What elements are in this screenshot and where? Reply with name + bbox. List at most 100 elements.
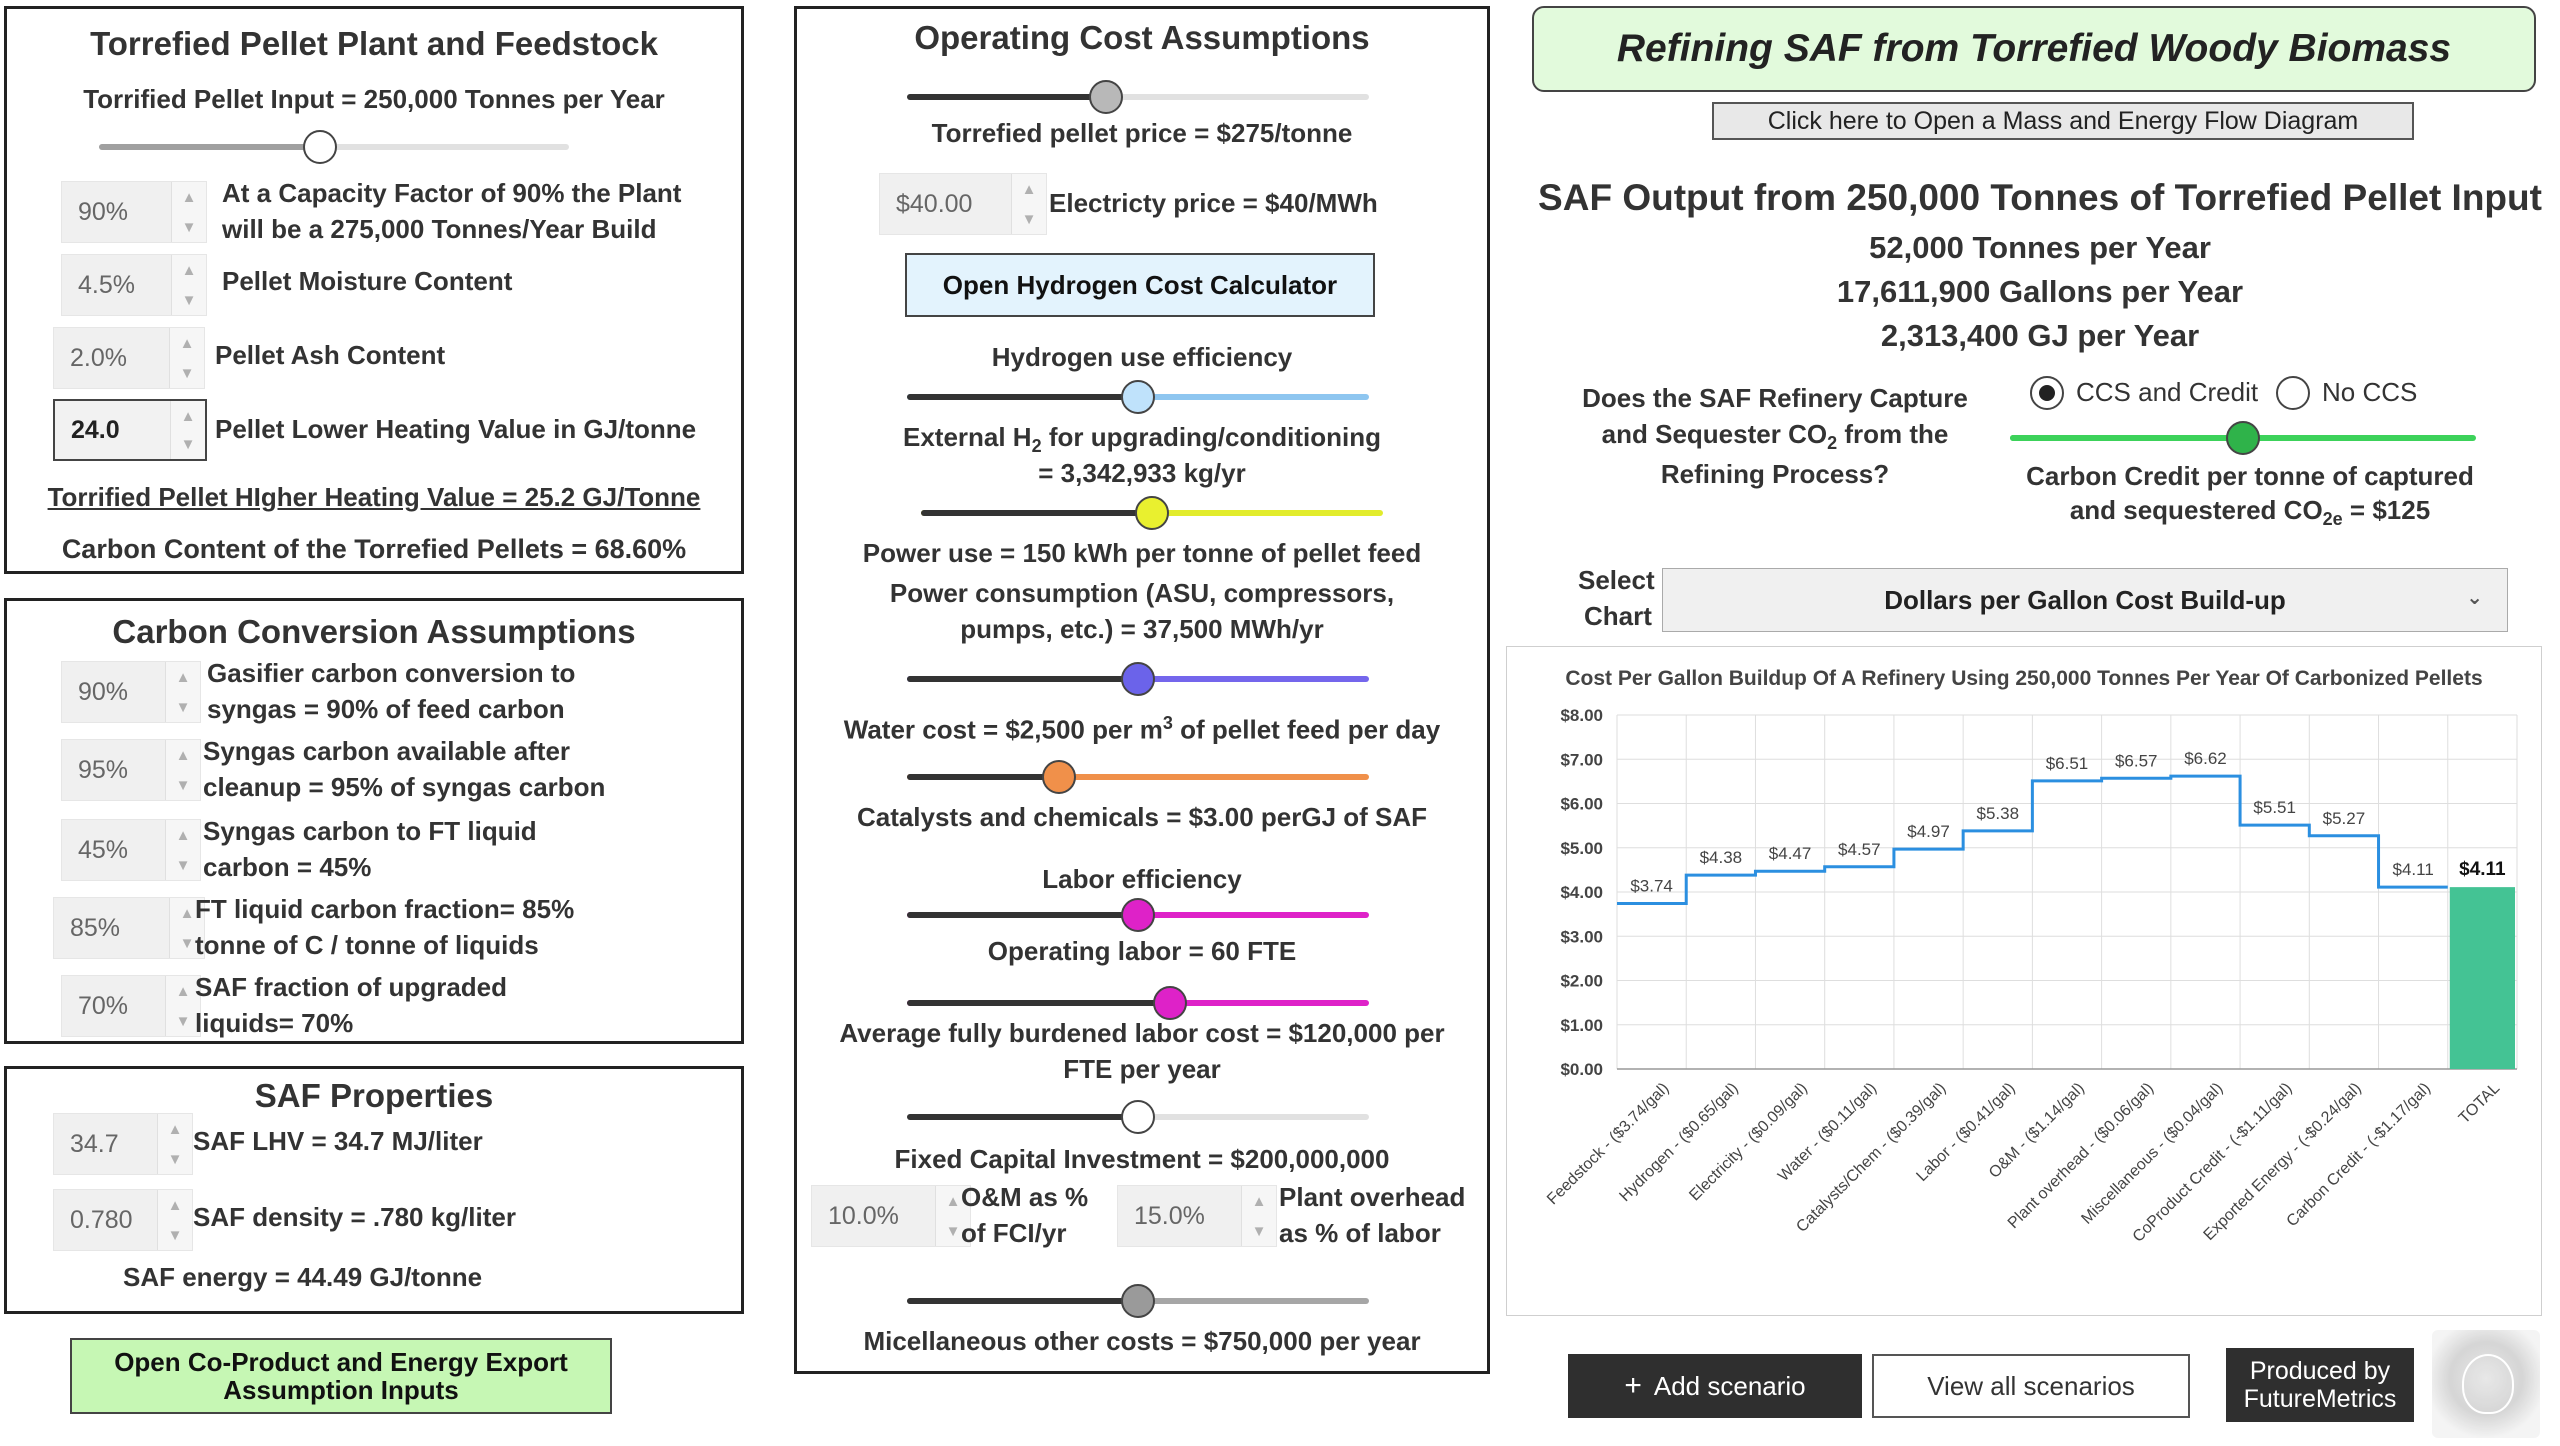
- carbon-item-label-line1: SAF fraction of upgraded: [195, 972, 507, 1002]
- carbon-item-label-line2: carbon = 45%: [203, 852, 372, 882]
- ccs-credit-option-label[interactable]: CCS and Credit: [2076, 377, 2259, 407]
- view-scenarios-button[interactable]: View all scenarios: [1872, 1354, 2190, 1418]
- add-scenario-label: Add scenario: [1653, 1370, 1806, 1401]
- stepper-up-icon[interactable]: ▲: [165, 820, 200, 851]
- om-stepper[interactable]: 10.0% ▲ ▼: [811, 1185, 971, 1247]
- stepper-down-icon[interactable]: ▼: [165, 692, 200, 722]
- stepper-up-icon[interactable]: ▲: [170, 401, 205, 432]
- carbon-item-stepper[interactable]: 45% ▲ ▼: [61, 819, 201, 881]
- saf-density-stepper[interactable]: 0.780 ▲ ▼: [53, 1189, 193, 1251]
- carbon-item-label-line2: tonne of C / tonne of liquids: [195, 930, 539, 960]
- ccs-question-line2-sub: 2: [1827, 433, 1838, 454]
- ccs-credit-radio[interactable]: [2030, 376, 2064, 410]
- stepper-down-icon[interactable]: ▼: [171, 212, 206, 242]
- saf-density-label: SAF density = .780 kg/liter: [193, 1202, 516, 1232]
- stepper-down-icon[interactable]: ▼: [165, 770, 200, 800]
- stepper-down-icon[interactable]: ▼: [169, 928, 204, 958]
- water-slider[interactable]: [907, 759, 1369, 795]
- stepper-down-icon[interactable]: ▼: [157, 1144, 192, 1174]
- stepper-down-icon[interactable]: ▼: [157, 1220, 192, 1250]
- carbon-item-stepper[interactable]: 90% ▲ ▼: [61, 661, 201, 723]
- moisture-label: Pellet Moisture Content: [222, 266, 513, 296]
- misc-label: Micellaneous other costs = $750,000 per …: [863, 1326, 1421, 1356]
- chart-data-label: $6.51: [2046, 754, 2089, 773]
- water-cost-sup: 3: [1162, 713, 1173, 733]
- lhv-label: Pellet Lower Heating Value in GJ/tonne: [215, 414, 697, 444]
- chevron-down-icon[interactable]: ⌄: [2466, 587, 2483, 609]
- stepper-up-icon[interactable]: ▲: [165, 740, 200, 771]
- pellet-price-label: Torrefied pellet price = $275/tonne: [931, 118, 1353, 148]
- misc-slider[interactable]: [907, 1283, 1369, 1319]
- capacity-factor-stepper[interactable]: 90% ▲ ▼: [61, 181, 207, 243]
- carbon-item-stepper[interactable]: 85% ▲ ▼: [53, 897, 205, 959]
- stepper-up-icon[interactable]: ▲: [169, 328, 204, 359]
- stepper-down-icon[interactable]: ▼: [1241, 1216, 1276, 1246]
- chart-data-label: $4.47: [1769, 844, 1812, 863]
- stepper-up-icon[interactable]: ▲: [171, 255, 206, 286]
- produced-by-badge[interactable]: Produced by FutureMetrics: [2226, 1348, 2414, 1422]
- select-chart-label-line1: Select: [1578, 565, 1655, 595]
- chart-y-tick-label: $4.00: [1560, 883, 1603, 902]
- chart-select-dropdown[interactable]: Dollars per Gallon Cost Build-up ⌄: [1662, 568, 2508, 632]
- labor-efficiency-slider[interactable]: [907, 897, 1369, 933]
- electricity-value: $40.00: [896, 189, 973, 218]
- ash-stepper[interactable]: 2.0% ▲ ▼: [53, 327, 205, 389]
- stepper-up-icon[interactable]: ▲: [157, 1190, 192, 1221]
- electricity-stepper[interactable]: $40.00 ▲ ▼: [879, 173, 1047, 235]
- stepper-down-icon[interactable]: ▼: [165, 1006, 200, 1036]
- pellet-input-slider[interactable]: [99, 129, 569, 165]
- hydrogen-efficiency-slider[interactable]: [907, 379, 1369, 415]
- carbon-item-stepper[interactable]: 95% ▲ ▼: [61, 739, 201, 801]
- moisture-stepper[interactable]: 4.5% ▲ ▼: [61, 254, 207, 316]
- carbon-conversion-panel: Carbon Conversion Assumptions 90% ▲ ▼ Gasi…: [4, 598, 744, 1044]
- labor-cost-slider[interactable]: [907, 1099, 1369, 1135]
- saf-lhv-stepper[interactable]: 34.7 ▲ ▼: [53, 1113, 193, 1175]
- labor-cost-line1: Average fully burdened labor cost = $120…: [839, 1018, 1445, 1048]
- chart-y-tick-label: $2.00: [1560, 972, 1603, 991]
- stepper-up-icon[interactable]: ▲: [171, 182, 206, 213]
- ccs-question-line2-post: from the: [1837, 419, 1949, 449]
- carbon-credit-line2-post: = $125: [2342, 495, 2431, 525]
- chart-data-label: $5.51: [2253, 798, 2296, 817]
- om-label-line1: O&M as %: [961, 1182, 1089, 1212]
- hydrogen-calculator-button[interactable]: Open Hydrogen Cost Calculator: [905, 253, 1375, 317]
- stepper-up-icon[interactable]: ▲: [157, 1114, 192, 1145]
- saf-density-value: 0.780: [70, 1205, 133, 1234]
- pellet-price-slider[interactable]: [907, 79, 1369, 115]
- stepper-up-icon[interactable]: ▲: [169, 898, 204, 929]
- stepper-down-icon[interactable]: ▼: [171, 285, 206, 315]
- chart-y-tick-label: $0.00: [1560, 1060, 1603, 1079]
- labor-efficiency-label: Labor efficiency: [1042, 864, 1242, 894]
- carbon-item-value: 85%: [70, 913, 121, 942]
- carbon-item-stepper[interactable]: 70% ▲ ▼: [61, 975, 201, 1037]
- overhead-stepper[interactable]: 15.0% ▲ ▼: [1117, 1185, 1277, 1247]
- coproduct-inputs-button[interactable]: Open Co-Product and Energy Export Assump…: [70, 1338, 612, 1414]
- stepper-down-icon[interactable]: ▼: [170, 429, 205, 459]
- chart-data-label: $3.74: [1630, 877, 1673, 896]
- external-h2-slider[interactable]: [921, 495, 1383, 531]
- add-scenario-button[interactable]: + Add scenario: [1568, 1354, 1862, 1418]
- stepper-down-icon[interactable]: ▼: [1011, 204, 1046, 234]
- carbon-item-label-line1: FT liquid carbon fraction= 85%: [195, 894, 575, 924]
- lhv-stepper[interactable]: 24.0 ▲ ▼: [53, 399, 207, 461]
- power-slider[interactable]: [907, 661, 1369, 697]
- saf-lhv-value: 34.7: [70, 1129, 119, 1158]
- power-use-label: Power use = 150 kWh per tonne of pellet …: [862, 538, 1422, 568]
- carbon-item-label-line1: Gasifier carbon conversion to: [207, 658, 576, 688]
- operating-labor-slider[interactable]: [907, 985, 1369, 1021]
- stepper-down-icon[interactable]: ▼: [165, 850, 200, 880]
- cost-buildup-chart: Cost Per Gallon Buildup Of A Refinery Us…: [1506, 646, 2542, 1316]
- no-ccs-option-label[interactable]: No CCS: [2322, 377, 2418, 407]
- stepper-up-icon[interactable]: ▲: [1241, 1186, 1276, 1217]
- stepper-up-icon[interactable]: ▲: [935, 1186, 970, 1217]
- stepper-down-icon[interactable]: ▼: [169, 358, 204, 388]
- hhv-link[interactable]: Torrified Pellet HIgher Heating Value = …: [47, 482, 701, 512]
- carbon-credit-slider[interactable]: [2010, 420, 2476, 456]
- stepper-up-icon[interactable]: ▲: [165, 662, 200, 693]
- stepper-up-icon[interactable]: ▲: [1011, 174, 1046, 205]
- no-ccs-radio[interactable]: [2276, 376, 2310, 410]
- produced-by-line1: Produced by: [2249, 1357, 2391, 1385]
- fci-label: Fixed Capital Investment = $200,000,000: [894, 1144, 1390, 1174]
- stepper-down-icon[interactable]: ▼: [935, 1216, 970, 1246]
- flow-diagram-button[interactable]: Click here to Open a Mass and Energy Flo…: [1712, 102, 2414, 140]
